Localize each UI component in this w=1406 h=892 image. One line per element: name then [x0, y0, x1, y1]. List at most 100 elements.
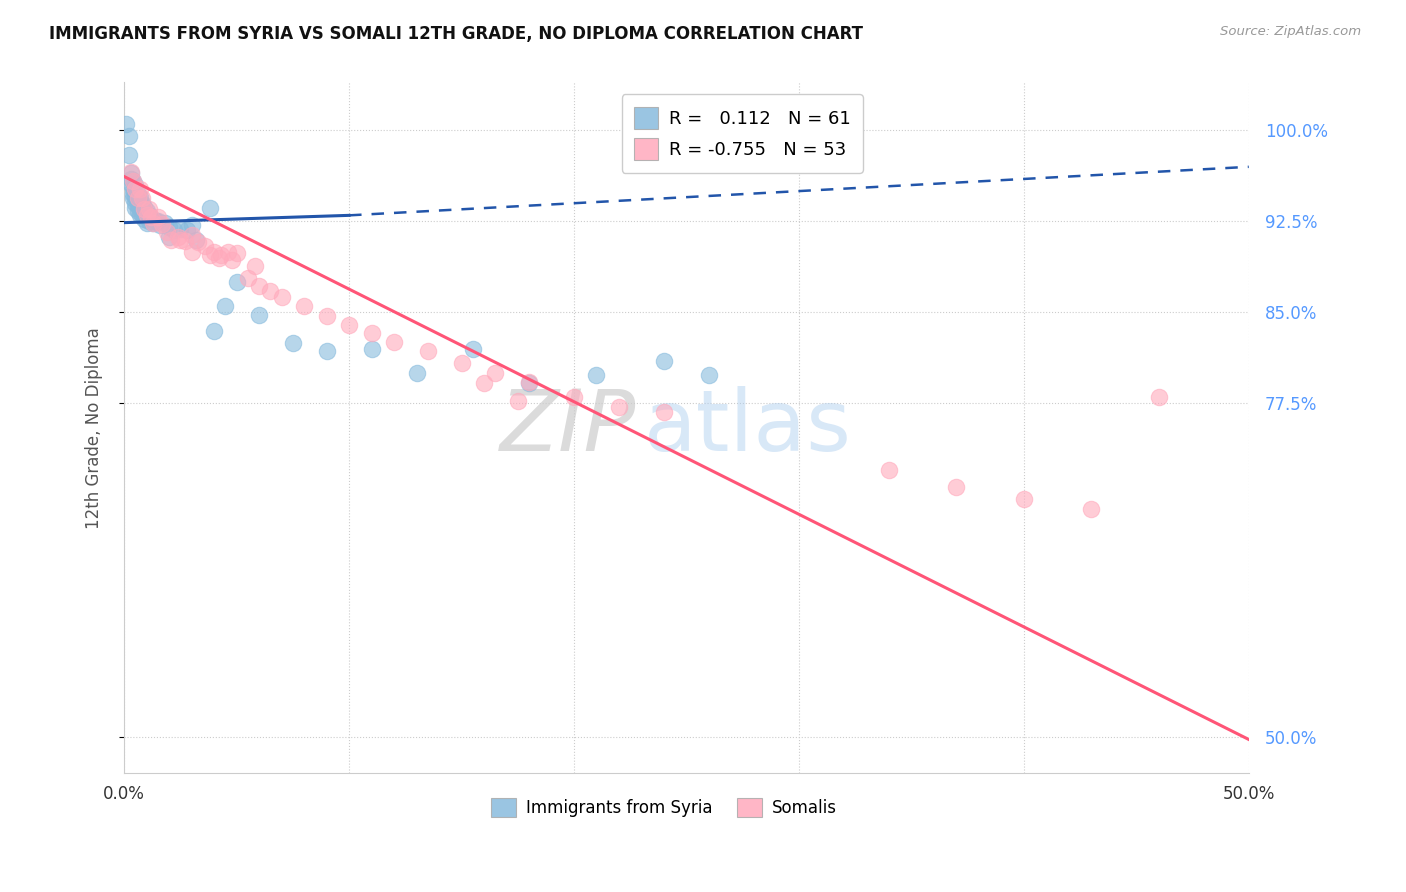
Point — [315, 309, 337, 323]
Point — [138, 208, 160, 222]
Point — [127, 203, 149, 218]
Point — [360, 326, 382, 340]
Point — [124, 190, 146, 204]
Point — [169, 233, 191, 247]
Point — [281, 335, 304, 350]
Point — [127, 191, 149, 205]
Point — [122, 174, 145, 188]
Point — [607, 400, 630, 414]
Point — [149, 218, 172, 232]
Point — [697, 368, 720, 383]
Point — [134, 200, 156, 214]
Point — [169, 221, 191, 235]
Y-axis label: 12th Grade, No Diploma: 12th Grade, No Diploma — [86, 326, 103, 529]
Point — [180, 244, 202, 259]
Point — [217, 244, 239, 259]
Point — [1080, 502, 1102, 516]
Point — [120, 164, 142, 178]
Point — [416, 344, 439, 359]
Point — [484, 366, 506, 380]
Point — [142, 216, 165, 230]
Point — [1012, 492, 1035, 507]
Point — [146, 210, 169, 224]
Point — [124, 182, 146, 196]
Point — [225, 275, 247, 289]
Point — [194, 238, 217, 252]
Point — [135, 216, 157, 230]
Point — [131, 196, 153, 211]
Point — [150, 217, 173, 231]
Point — [134, 212, 156, 227]
Point — [115, 117, 138, 131]
Point — [184, 233, 207, 247]
Legend: Immigrants from Syria, Somalis: Immigrants from Syria, Somalis — [484, 791, 844, 824]
Point — [167, 230, 190, 244]
Point — [247, 308, 270, 322]
Point — [142, 216, 165, 230]
Point — [128, 208, 150, 222]
Point — [134, 202, 156, 217]
Point — [138, 214, 160, 228]
Point — [117, 147, 139, 161]
Point — [198, 201, 221, 215]
Point — [652, 405, 675, 419]
Point — [209, 248, 232, 262]
Point — [207, 251, 229, 265]
Point — [134, 206, 156, 220]
Point — [122, 186, 145, 201]
Point — [202, 324, 225, 338]
Point — [131, 202, 153, 217]
Point — [214, 299, 236, 313]
Point — [292, 299, 315, 313]
Point — [117, 129, 139, 144]
Point — [173, 234, 195, 248]
Point — [135, 210, 157, 224]
Point — [225, 246, 247, 260]
Point — [145, 214, 167, 228]
Point — [517, 376, 540, 390]
Point — [122, 182, 145, 196]
Point — [187, 235, 209, 249]
Point — [198, 248, 221, 262]
Point — [157, 230, 180, 244]
Point — [127, 186, 149, 201]
Text: ZIP: ZIP — [499, 386, 636, 469]
Point — [157, 220, 180, 235]
Point — [562, 390, 585, 404]
Point — [146, 214, 169, 228]
Point — [506, 394, 529, 409]
Point — [128, 190, 150, 204]
Point — [270, 290, 292, 304]
Point — [450, 356, 472, 370]
Point — [124, 196, 146, 211]
Point — [124, 178, 146, 192]
Point — [135, 203, 157, 218]
Point — [122, 174, 145, 188]
Point — [128, 196, 150, 211]
Point — [135, 208, 157, 222]
Point — [162, 223, 184, 237]
Point — [131, 191, 153, 205]
Point — [585, 368, 607, 383]
Point — [877, 463, 900, 477]
Point — [127, 193, 149, 207]
Point — [247, 278, 270, 293]
Point — [122, 191, 145, 205]
Point — [243, 260, 266, 274]
Point — [153, 216, 176, 230]
Point — [517, 375, 540, 389]
Point — [176, 223, 198, 237]
Text: Source: ZipAtlas.com: Source: ZipAtlas.com — [1220, 25, 1361, 38]
Point — [156, 225, 179, 239]
Text: IMMIGRANTS FROM SYRIA VS SOMALI 12TH GRADE, NO DIPLOMA CORRELATION CHART: IMMIGRANTS FROM SYRIA VS SOMALI 12TH GRA… — [49, 25, 863, 43]
Point — [236, 271, 259, 285]
Point — [124, 201, 146, 215]
Point — [315, 344, 337, 359]
Point — [461, 342, 484, 356]
Point — [127, 199, 149, 213]
Point — [337, 318, 360, 332]
Point — [945, 480, 967, 494]
Point — [131, 208, 153, 222]
Point — [120, 166, 142, 180]
Point — [180, 218, 202, 232]
